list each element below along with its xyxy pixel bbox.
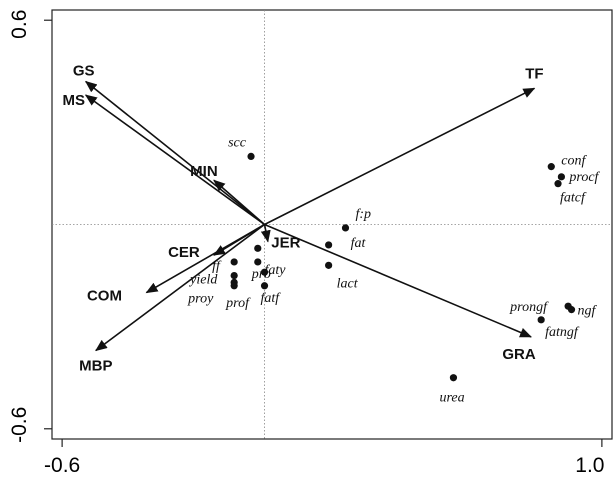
- vector-label-gs: GS: [73, 63, 95, 80]
- point-label-faty: faty: [265, 263, 287, 278]
- data-point-scc: [247, 152, 255, 161]
- point-label-fatngf: fatngf: [545, 325, 580, 340]
- data-points: sccconfprocffatcff:pfatlactffprofatyyiel…: [187, 135, 600, 405]
- point-label-fatf: fatf: [261, 291, 282, 306]
- y-tick-label: 0.6: [8, 10, 31, 39]
- point-label-ff: ff: [212, 259, 222, 274]
- data-point-fatf: [260, 282, 269, 290]
- vector-label-tf: TF: [525, 65, 543, 82]
- vector-label-gra: GRA: [502, 346, 536, 363]
- data-point-lact: [325, 261, 333, 269]
- vector-arrow-jer: [260, 224, 271, 243]
- vector-arrow-mbp: [95, 223, 266, 352]
- data-point-faty: [260, 268, 269, 276]
- point-label-proy: proy: [187, 291, 214, 306]
- vector-arrow-tf: [264, 87, 536, 226]
- vector-label-com: COM: [87, 288, 122, 305]
- data-point-yield: [230, 271, 238, 280]
- x-tick-label: -0.6: [44, 454, 80, 477]
- data-point-prof: [230, 282, 238, 290]
- vector-arrow-gs: [84, 80, 266, 226]
- point-label-fp: f:p: [355, 207, 371, 222]
- vector-arrow-com: [145, 223, 265, 294]
- data-point-fatcf: [554, 180, 562, 188]
- point-label-scc: scc: [228, 135, 247, 150]
- point-label-fat: fat: [351, 236, 367, 251]
- data-point-fatngf: [537, 316, 545, 324]
- point-label-prongf: prongf: [509, 300, 549, 315]
- data-point-urea: [449, 374, 458, 382]
- data-point-pro: [254, 258, 262, 266]
- y-tick-label: -0.6: [8, 407, 31, 443]
- point-label-conf: conf: [561, 154, 587, 169]
- point-label-lact: lact: [337, 276, 359, 291]
- point-label-urea: urea: [439, 391, 464, 406]
- axis-ticks: -0.6 1.0 0.6 -0.6: [8, 10, 604, 477]
- point-label-fatcf: fatcf: [560, 191, 587, 206]
- vector-arrow-ms: [84, 94, 265, 226]
- vector-label-cer: CER: [168, 244, 200, 261]
- data-point-ngf: [567, 306, 576, 314]
- point-label-yield: yield: [188, 273, 218, 288]
- vector-arrow-min: [213, 179, 266, 226]
- data-point-procf: [557, 173, 565, 181]
- vector-arrow-gra: [264, 223, 532, 338]
- vector-label-jer: JER: [271, 235, 300, 252]
- data-point-fp: [341, 224, 350, 232]
- x-tick-label: 1.0: [575, 454, 604, 477]
- data-point-conf: [547, 163, 555, 171]
- data-point-fat: [325, 241, 333, 249]
- data-point-jer: [254, 244, 262, 252]
- data-point-ff: [230, 258, 238, 266]
- vector-arrows: TF GS MS MIN CER JER COM MBP GRA: [62, 63, 543, 375]
- vector-label-mbp: MBP: [79, 357, 112, 374]
- vector-label-ms: MS: [62, 92, 85, 109]
- point-label-ngf: ngf: [578, 304, 598, 319]
- point-label-procf: procf: [568, 170, 600, 185]
- vector-label-min: MIN: [190, 163, 218, 180]
- point-label-prof: prof: [225, 296, 251, 311]
